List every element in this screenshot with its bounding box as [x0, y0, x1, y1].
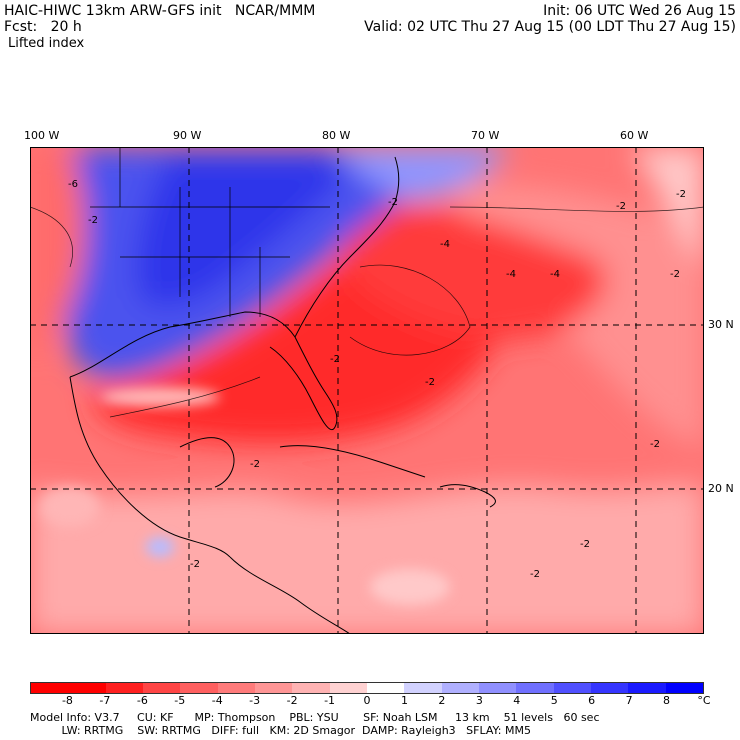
colorbar-tick-label: -2 [286, 694, 298, 707]
valid-time: Valid: 02 UTC Thu 27 Aug 15 (00 LDT Thu … [364, 19, 736, 35]
lifted-index-map: -6 -2 -2 -2 -4 -2 -2 -2 -4 -4 -2 -2 -2 -… [30, 147, 704, 634]
border-us-states [90, 187, 330, 317]
colorbar-segment [292, 683, 330, 693]
field-blue-light-ne [330, 147, 510, 202]
colorbar-tick-label: -3 [249, 694, 261, 707]
contour-label-14: -2 [250, 459, 260, 470]
lon-label-60w: 60 W [620, 129, 649, 142]
colorbar-segment [590, 683, 629, 693]
colorbar-segment [441, 683, 479, 693]
map-frame [30, 147, 704, 634]
contour-label-13: -2 [190, 559, 200, 570]
colorbar-segment [404, 683, 442, 693]
init-time: Init: 06 UTC Wed 26 Aug 15 [543, 3, 736, 19]
colorbar-segment [329, 683, 367, 693]
lon-label-100w: 100 W [24, 129, 60, 142]
contour-minus4-gulf [109, 376, 261, 418]
colorbar-tick-label: 7 [625, 694, 633, 707]
colorbar-segment [366, 683, 405, 693]
coast-yucatan [179, 437, 235, 488]
colorbar-segment [254, 683, 293, 693]
field-pale-east [630, 147, 704, 267]
field-name: Lifted index [8, 36, 85, 51]
colorbar-segment [217, 683, 255, 693]
forecast-hour: Fcst: 20 h [4, 19, 82, 35]
contour-label-11: -2 [670, 269, 680, 280]
lat-label-30n: 30 N [708, 318, 734, 331]
model-info-line1: Model Info: V3.7 CU: KF MP: Thompson PBL… [30, 711, 600, 724]
contour-minus2-west [30, 206, 73, 268]
coast-mexico [69, 376, 231, 558]
colorbar-segment [553, 683, 591, 693]
colorbar-segment [478, 683, 517, 693]
contour-label-4: -2 [616, 201, 626, 212]
field-blue-deep [137, 157, 360, 307]
colorbar-segment [142, 683, 181, 693]
contour-label-3: -2 [388, 197, 398, 208]
contour-label-15: -2 [650, 439, 660, 450]
contour-label-7: -2 [425, 377, 435, 388]
colorbar-tick-label: -8 [61, 694, 73, 707]
colorbar-segment [105, 683, 143, 693]
contour-label-9: -4 [506, 269, 516, 280]
contour-label-16: -2 [580, 539, 590, 550]
field-light-south [30, 484, 704, 634]
coast-gulf [69, 311, 338, 430]
field-pink-west [30, 147, 85, 357]
colorbar-segment [68, 683, 106, 693]
colorbar-tick-label: 1 [400, 694, 408, 707]
colorbar-unit: °C [697, 694, 711, 707]
colorbar-tick-label: 0 [363, 694, 371, 707]
contour-label-8: -2 [330, 354, 340, 365]
model-info-line2: LW: RRTMG SW: RRTMG DIFF: full KM: 2D Sm… [30, 724, 531, 737]
lat-label-20n: 20 N [708, 482, 734, 495]
lon-label-80w: 80 W [322, 129, 351, 142]
colorbar-tick-label: 6 [588, 694, 596, 707]
coast-hispaniola [439, 484, 496, 508]
colorbar-tick-label: -4 [211, 694, 223, 707]
colorbar-tick-label: 3 [475, 694, 483, 707]
colorbar-segment [516, 683, 554, 693]
lon-label-70w: 70 W [471, 129, 500, 142]
colorbar-tick-label: 8 [663, 694, 671, 707]
colorbar-tick-label: 5 [550, 694, 558, 707]
colorbar-tick-label: 4 [513, 694, 521, 707]
colorbar-segment [665, 683, 703, 693]
field-blue-blob-sw [146, 537, 174, 557]
colorbar-tick-label: -7 [99, 694, 111, 707]
colorbar [30, 682, 704, 694]
contour-label-1: -6 [68, 179, 78, 190]
colorbar-tick-label: -6 [136, 694, 148, 707]
coast-central-america [229, 556, 351, 634]
field-pale-gulf-strip [100, 387, 220, 407]
colorbar-segment [628, 683, 666, 693]
contour-minus4-core [349, 264, 471, 356]
colorbar-segment [31, 683, 69, 693]
contour-label-2: -2 [88, 215, 98, 226]
colorbar-tick-label: 2 [438, 694, 446, 707]
coast-cuba [279, 445, 426, 478]
coast-atlantic [294, 156, 400, 338]
contour-label-12: -2 [530, 569, 540, 580]
contour-label-6: -2 [676, 189, 686, 200]
contour-label-10: -4 [550, 269, 560, 280]
colorbar-tick-label: -1 [324, 694, 336, 707]
field-pale-mexico [40, 487, 100, 527]
title-left: HAIC-HIWC 13km ARW-GFS init NCAR/MMM [4, 3, 316, 19]
colorbar-tick-label: -5 [174, 694, 186, 707]
field-core-east [330, 201, 607, 339]
lon-label-90w: 90 W [173, 129, 202, 142]
contour-label-5: -4 [440, 239, 450, 250]
field-pale-caribbean [370, 569, 450, 605]
colorbar-segment [180, 683, 218, 693]
